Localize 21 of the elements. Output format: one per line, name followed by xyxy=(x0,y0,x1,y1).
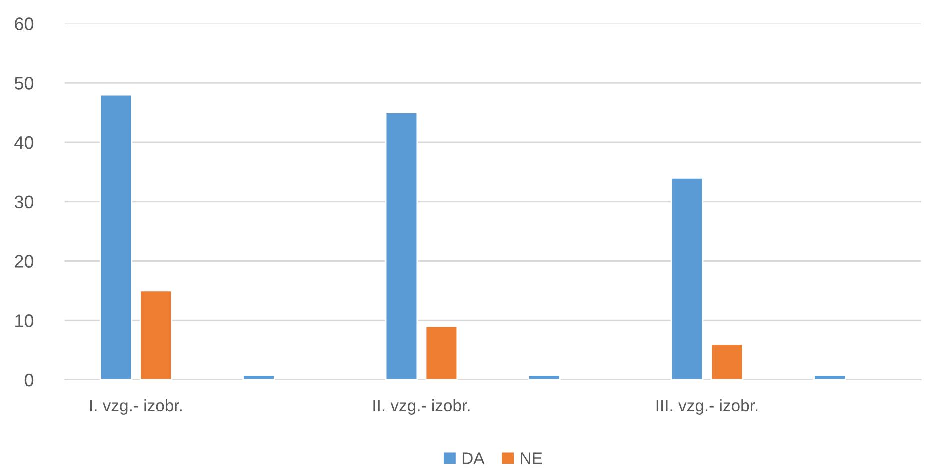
legend-label: DA xyxy=(462,452,485,464)
x-tick-label: II. vzg.- izobr. xyxy=(374,399,470,415)
bar xyxy=(242,374,276,380)
legend-label: NE xyxy=(521,452,542,464)
y-tick-label: 20 xyxy=(15,255,34,268)
y-tick-label: 40 xyxy=(14,136,34,150)
bar xyxy=(528,374,561,380)
bar xyxy=(385,112,418,380)
y-tick-label: 50 xyxy=(14,77,34,90)
bar xyxy=(710,344,744,380)
y-tick-label: 60 xyxy=(15,18,34,30)
bar xyxy=(425,326,458,380)
bar xyxy=(670,177,704,380)
x-tick-label: I. vzg.- izobr. xyxy=(90,399,182,415)
y-tick-label: 10 xyxy=(16,314,34,328)
y-tick-label: 30 xyxy=(14,196,34,209)
y-tick-label: 0 xyxy=(24,374,34,387)
bar xyxy=(814,374,846,380)
bar xyxy=(100,94,133,380)
bar xyxy=(140,290,173,380)
x-tick-label: III. vzg.- izobr. xyxy=(656,399,758,415)
